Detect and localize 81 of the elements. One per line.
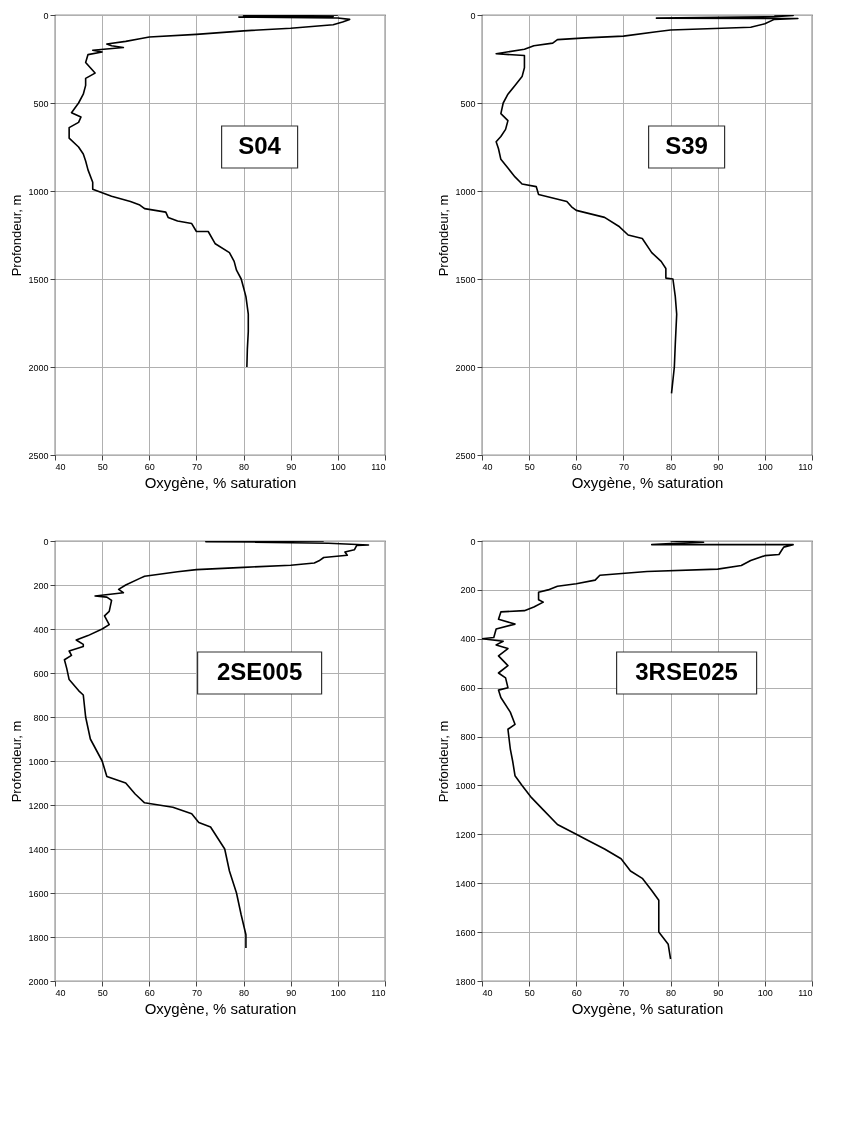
annotation: 2SE005 <box>216 658 303 685</box>
x-axis-title: Oxygène, % saturation <box>144 999 297 1017</box>
x-tick-label: 100 <box>330 987 346 998</box>
y-tick-label: 1400 <box>28 844 49 855</box>
line-series <box>68 15 351 368</box>
x-tick-label: 100 <box>757 461 773 472</box>
y-tick-label: 200 <box>33 580 49 591</box>
y-tick-label: 2000 <box>28 362 49 373</box>
x-tick-label: 100 <box>757 987 773 998</box>
annotation: S39 <box>665 132 708 159</box>
y-tick-label: 1400 <box>455 878 476 889</box>
x-tick-label: 60 <box>144 461 155 472</box>
x-tick-label: 60 <box>571 987 582 998</box>
x-tick-label: 110 <box>371 461 386 472</box>
y-axis-title: Profondeur, m <box>436 720 452 803</box>
x-axis-title: Oxygène, % saturation <box>144 473 297 491</box>
y-tick-label: 0 <box>470 10 476 21</box>
y-tick-label: 1500 <box>28 274 49 285</box>
y-tick-label: 1800 <box>28 932 49 943</box>
annotation: S04 <box>238 132 282 159</box>
y-tick-label: 1200 <box>455 829 476 840</box>
y-tick-label: 400 <box>33 624 49 635</box>
x-tick-label: 70 <box>191 461 202 472</box>
y-tick-label: 600 <box>33 668 49 679</box>
x-tick-label: 50 <box>97 461 108 472</box>
y-tick-label: 200 <box>460 585 476 596</box>
x-tick-label: 50 <box>97 987 108 998</box>
y-tick-label: 1000 <box>28 186 49 197</box>
x-tick-label: 90 <box>286 987 297 998</box>
x-tick-label: 80 <box>666 461 677 472</box>
y-axis-title: Profondeur, m <box>9 720 25 803</box>
y-axis-title: Profondeur, m <box>436 194 452 277</box>
annotation: 3RSE025 <box>635 658 738 685</box>
x-tick-label: 60 <box>144 987 155 998</box>
y-tick-label: 2500 <box>455 450 476 461</box>
x-tick-label: 100 <box>330 461 346 472</box>
x-tick-label: 40 <box>482 987 493 998</box>
y-tick-label: 2500 <box>28 450 49 461</box>
x-axis-title: Oxygène, % saturation <box>571 473 724 491</box>
y-tick-label: 1000 <box>455 780 476 791</box>
x-tick-label: 90 <box>713 461 724 472</box>
y-tick-label: 600 <box>460 683 476 694</box>
y-tick-label: 2000 <box>455 362 476 373</box>
x-tick-label: 40 <box>55 987 66 998</box>
x-axis-title: Oxygène, % saturation <box>571 999 724 1017</box>
y-tick-label: 800 <box>33 712 49 723</box>
x-tick-label: 70 <box>191 987 202 998</box>
y-tick-label: 0 <box>43 536 49 547</box>
x-tick-label: 110 <box>798 987 813 998</box>
x-tick-label: 80 <box>239 987 250 998</box>
y-axis-title: Profondeur, m <box>9 194 25 277</box>
x-tick-label: 80 <box>239 461 250 472</box>
y-tick-label: 1800 <box>455 976 476 987</box>
x-tick-label: 110 <box>371 987 386 998</box>
line-series <box>63 541 370 949</box>
y-tick-label: 500 <box>460 98 476 109</box>
x-tick-label: 70 <box>618 461 629 472</box>
y-tick-label: 1200 <box>28 800 49 811</box>
y-tick-label: 1600 <box>455 927 476 938</box>
x-tick-label: 70 <box>618 987 629 998</box>
y-tick-label: 2000 <box>28 976 49 987</box>
x-tick-label: 40 <box>482 461 493 472</box>
y-tick-label: 800 <box>460 732 476 743</box>
y-tick-label: 1500 <box>455 274 476 285</box>
line-series <box>495 15 799 395</box>
line-series <box>482 541 794 960</box>
y-tick-label: 1000 <box>455 186 476 197</box>
y-tick-label: 0 <box>470 536 476 547</box>
x-tick-label: 90 <box>286 461 297 472</box>
y-tick-label: 1000 <box>28 756 49 767</box>
y-tick-label: 1600 <box>28 888 49 899</box>
y-tick-label: 500 <box>33 98 49 109</box>
x-tick-label: 50 <box>524 987 535 998</box>
x-tick-label: 50 <box>524 461 535 472</box>
x-tick-label: 90 <box>713 987 724 998</box>
y-tick-label: 400 <box>460 634 476 645</box>
x-tick-label: 80 <box>666 987 677 998</box>
x-tick-label: 60 <box>571 461 582 472</box>
y-tick-label: 0 <box>43 10 49 21</box>
x-tick-label: 40 <box>55 461 66 472</box>
x-tick-label: 110 <box>798 461 813 472</box>
